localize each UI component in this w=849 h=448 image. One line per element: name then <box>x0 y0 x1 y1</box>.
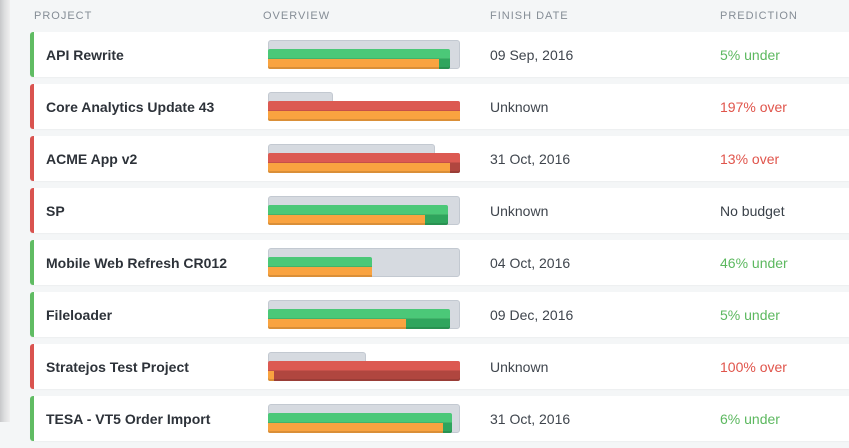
project-row[interactable]: Fileloader 09 Dec, 2016 5% under <box>30 292 849 337</box>
project-name: TESA - VT5 Order Import <box>46 410 211 427</box>
project-overview-chart <box>268 248 490 277</box>
project-name: API Rewrite <box>46 46 124 63</box>
finish-date: 04 Oct, 2016 <box>490 254 571 271</box>
prediction-text: 5% under <box>720 306 780 323</box>
project-row[interactable]: Stratejos Test Project Unknown 100% over <box>30 344 849 389</box>
overview-tail-bar <box>450 163 460 173</box>
table-body: API Rewrite 09 Sep, 2016 5% under Core A… <box>30 32 849 441</box>
overview-main-bar <box>268 257 372 267</box>
overview-tail-bar <box>438 59 451 69</box>
project-table: PROJECT OVERVIEW FINISH DATE PREDICTION … <box>30 0 849 448</box>
overview-orange-bar <box>268 371 274 381</box>
project-name: SP <box>46 202 65 219</box>
table-header: PROJECT OVERVIEW FINISH DATE PREDICTION <box>30 0 849 32</box>
project-overview-chart <box>268 352 490 381</box>
prediction-text: 100% over <box>720 358 787 375</box>
overview-orange-bar <box>268 59 439 69</box>
project-overview-chart <box>268 300 490 329</box>
project-name: Stratejos Test Project <box>46 358 189 375</box>
project-overview-chart <box>268 144 490 173</box>
project-name: Mobile Web Refresh CR012 <box>46 254 228 271</box>
column-header-finish-date: FINISH DATE <box>490 10 569 22</box>
overview-orange-bar <box>268 423 443 433</box>
overview-main-bar <box>268 361 460 371</box>
overview-orange-bar <box>268 267 372 277</box>
overview-orange-bar <box>268 215 426 225</box>
overview-main-bar <box>268 101 460 111</box>
prediction-text: 46% under <box>720 254 788 271</box>
overview-tail-bar <box>442 423 453 433</box>
prediction-text: 13% over <box>720 150 780 167</box>
column-header-overview: OVERVIEW <box>263 10 331 22</box>
finish-date: Unknown <box>490 98 549 115</box>
project-name: Core Analytics Update 43 <box>46 98 215 115</box>
project-overview-chart <box>268 92 490 121</box>
prediction-text: 6% under <box>720 410 780 427</box>
overview-orange-bar <box>268 111 460 121</box>
column-header-prediction: PREDICTION <box>720 10 798 22</box>
overview-main-bar <box>268 309 451 319</box>
project-row[interactable]: API Rewrite 09 Sep, 2016 5% under <box>30 32 849 77</box>
finish-date: 31 Oct, 2016 <box>490 150 571 167</box>
finish-date: 09 Dec, 2016 <box>490 306 574 323</box>
page-left-gutter <box>0 0 10 422</box>
project-row[interactable]: Mobile Web Refresh CR012 04 Oct, 2016 46… <box>30 240 849 285</box>
finish-date: 31 Oct, 2016 <box>490 410 571 427</box>
project-overview-chart <box>268 40 490 69</box>
project-row[interactable]: TESA - VT5 Order Import 31 Oct, 2016 6% … <box>30 396 849 441</box>
overview-orange-bar <box>268 319 407 329</box>
project-row[interactable]: ACME App v2 31 Oct, 2016 13% over <box>30 136 849 181</box>
project-name: Fileloader <box>46 306 113 323</box>
project-row[interactable]: Core Analytics Update 43 Unknown 197% ov… <box>30 84 849 129</box>
overview-tail-bar <box>273 371 460 381</box>
project-overview-chart <box>268 404 490 433</box>
prediction-text: 5% under <box>720 46 780 63</box>
finish-date: Unknown <box>490 202 549 219</box>
project-name: ACME App v2 <box>46 150 138 167</box>
column-header-project: PROJECT <box>34 10 93 22</box>
overview-tail-bar <box>425 215 449 225</box>
overview-main-bar <box>268 205 449 215</box>
prediction-text: No budget <box>720 202 785 219</box>
prediction-text: 197% over <box>720 98 787 115</box>
finish-date: Unknown <box>490 358 549 375</box>
finish-date: 09 Sep, 2016 <box>490 46 574 63</box>
overview-main-bar <box>268 153 460 163</box>
project-overview-chart <box>268 196 490 225</box>
overview-orange-bar <box>268 163 451 173</box>
overview-main-bar <box>268 413 453 423</box>
project-row[interactable]: SP Unknown No budget <box>30 188 849 233</box>
overview-tail-bar <box>406 319 451 329</box>
overview-main-bar <box>268 49 451 59</box>
